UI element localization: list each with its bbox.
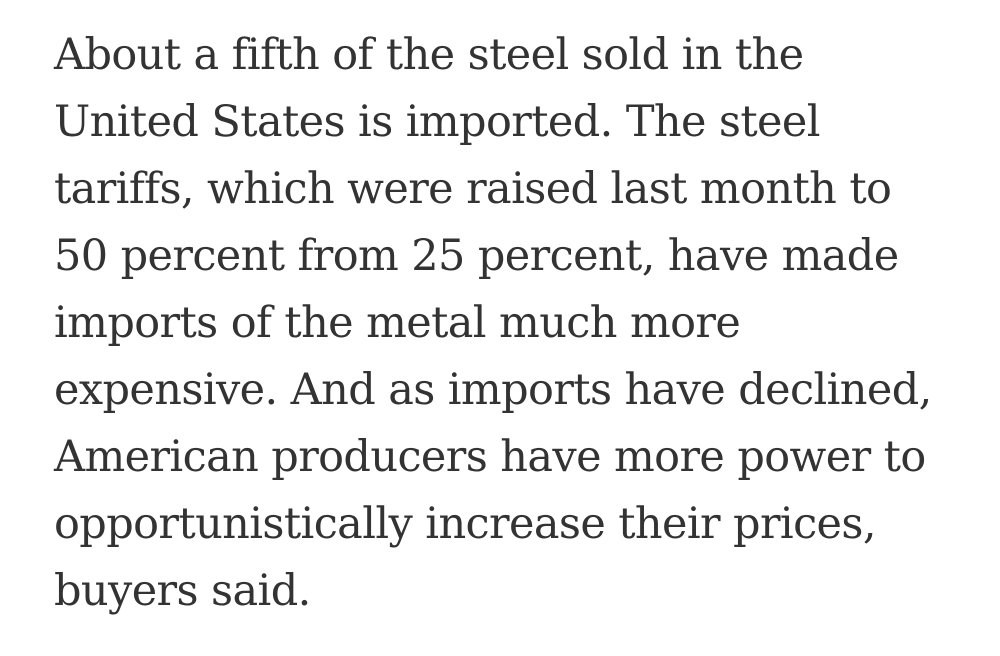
paragraph-line: 50 percent from 25 percent, have made <box>54 231 899 281</box>
paragraph-line: opportunistically increase their prices, <box>54 499 877 549</box>
article-paragraph: About a fifth of the steel sold in the U… <box>54 22 984 625</box>
paragraph-line: United States is imported. The steel <box>54 97 821 147</box>
paragraph-line: imports of the metal much more <box>54 298 741 348</box>
paragraph-line: tariffs, which were raised last month to <box>54 164 892 214</box>
paragraph-line: American producers have more power to <box>54 432 926 482</box>
paragraph-line: About a fifth of the steel sold in the <box>54 30 804 80</box>
paragraph-line: expensive. And as imports have declined, <box>54 365 932 415</box>
paragraph-line: buyers said. <box>54 566 311 616</box>
